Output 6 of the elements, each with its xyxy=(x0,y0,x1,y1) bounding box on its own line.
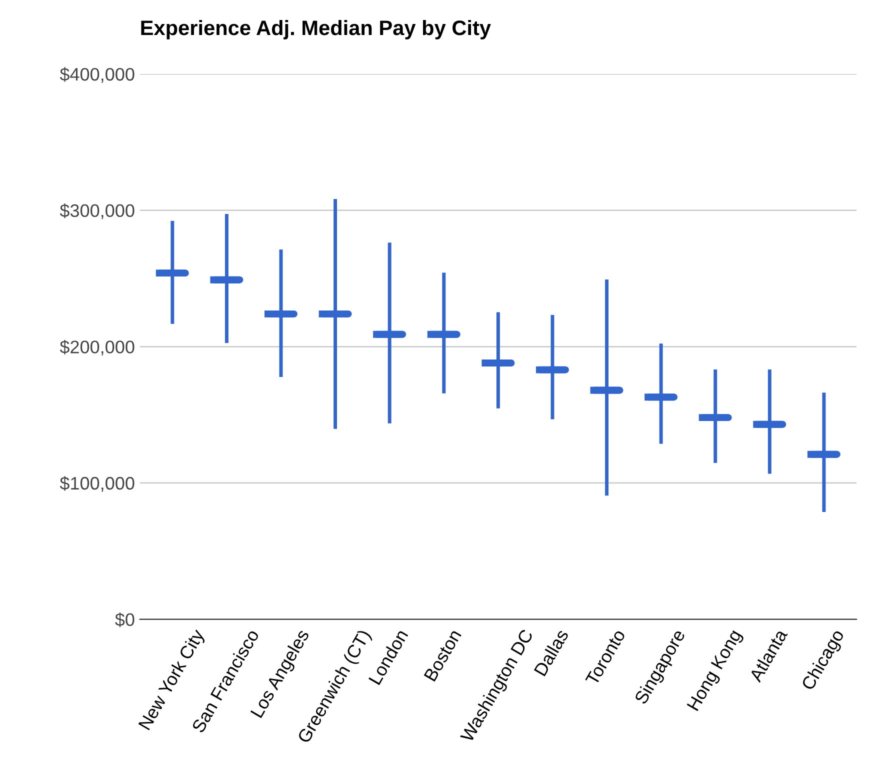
y-tick-label: $200,000 xyxy=(60,340,134,356)
y-tick-label: $400,000 xyxy=(60,67,134,83)
y-tick-label: $0 xyxy=(115,612,134,628)
y-tick-label: $100,000 xyxy=(60,476,134,492)
y-tick-label: $300,000 xyxy=(60,204,134,220)
chart-title: Experience Adj. Median Pay by City xyxy=(141,20,491,40)
